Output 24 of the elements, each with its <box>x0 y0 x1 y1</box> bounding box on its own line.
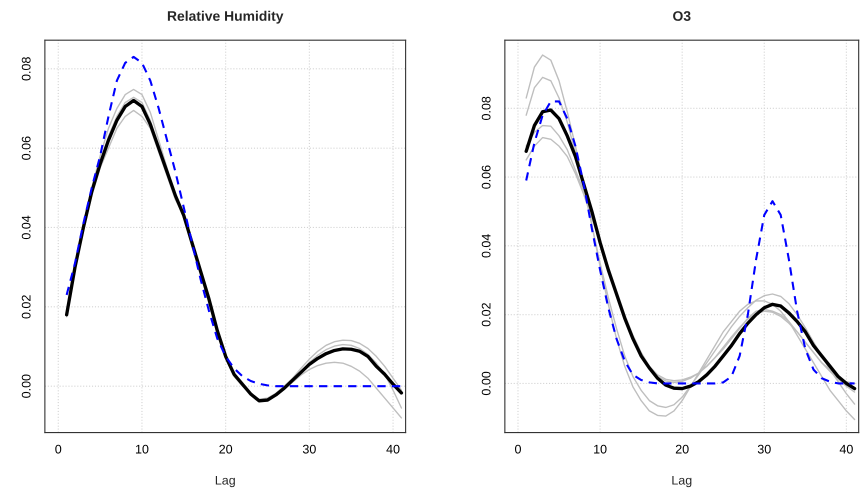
x-tick-label: 0 <box>55 444 62 454</box>
y-tick-label: 0.08 <box>22 57 31 80</box>
x-tick-label: 40 <box>840 444 853 454</box>
x-tick-label: 10 <box>594 444 607 454</box>
y-tick-label: 0.04 <box>22 216 31 240</box>
y-tick-label: 0.06 <box>482 165 491 189</box>
x-tick-label: 40 <box>386 444 400 454</box>
y-tick-label: 0.04 <box>482 234 491 258</box>
y-tick-label: 0.02 <box>22 295 31 318</box>
y-tick-label: 0.00 <box>482 372 491 396</box>
x-tick-label: 30 <box>302 444 316 454</box>
chart-title: Relative Humidity <box>168 10 284 24</box>
x-axis-title: Lag <box>672 476 692 488</box>
x-tick-label: 20 <box>676 444 689 454</box>
chart-title: O3 <box>673 11 691 21</box>
x-axis-title: Lag <box>216 476 235 488</box>
x-tick-label: 20 <box>219 444 232 454</box>
x-tick-label: 30 <box>758 444 771 454</box>
x-tick-label: 10 <box>136 444 148 454</box>
x-tick-label: 0 <box>515 444 521 454</box>
y-tick-label: 0.00 <box>22 374 31 398</box>
y-tick-label: 0.06 <box>22 136 31 160</box>
y-tick-label: 0.02 <box>482 303 491 326</box>
y-tick-label: 0.08 <box>482 96 491 120</box>
